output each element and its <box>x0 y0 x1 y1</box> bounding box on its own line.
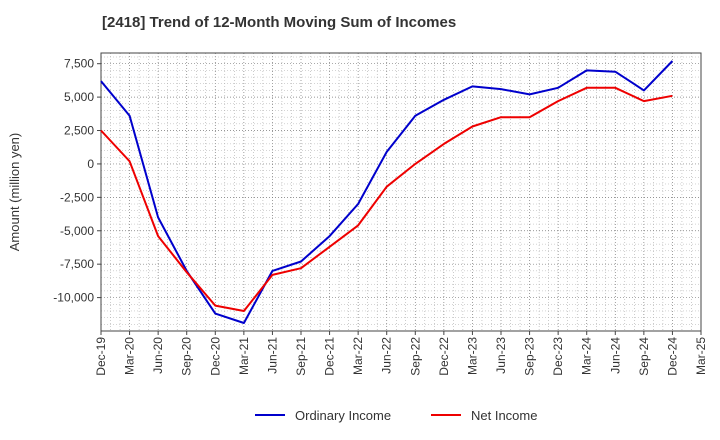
x-tick-label: Mar-22 <box>351 337 365 375</box>
plot-area <box>101 53 701 331</box>
y-tick-label: 2,500 <box>64 124 94 138</box>
x-tick-label: Sep-23 <box>523 337 537 376</box>
plot-frame <box>100 52 702 332</box>
x-tick-label: Jun-20 <box>151 337 165 374</box>
x-tick-label: Dec-21 <box>323 337 337 376</box>
x-tick-label: Sep-22 <box>408 337 422 376</box>
chart-title: [2418] Trend of 12-Month Moving Sum of I… <box>102 14 457 31</box>
y-tick-label: -5,000 <box>60 224 94 238</box>
x-tick-label: Dec-24 <box>665 337 679 376</box>
series-line-net-income <box>100 86 673 312</box>
x-tick-label: Mar-21 <box>237 337 251 375</box>
x-tick-label: Jun-24 <box>608 337 622 374</box>
x-tick-label: Jun-22 <box>380 337 394 374</box>
x-tick-label: Sep-20 <box>180 337 194 376</box>
x-tick-label: Mar-20 <box>123 337 137 375</box>
x-tick-label: Dec-23 <box>551 337 565 376</box>
legend-label-ordinary-income: Ordinary Income <box>295 408 391 423</box>
y-tick-label: 7,500 <box>64 57 94 71</box>
x-tick-label: Sep-21 <box>294 337 308 376</box>
x-tick-label: Mar-25 <box>694 337 708 375</box>
x-tick-label: Dec-22 <box>437 337 451 376</box>
y-tick-label: -2,500 <box>60 190 94 204</box>
y-tick-label: 0 <box>87 157 94 171</box>
x-tick-label: Dec-19 <box>94 337 108 376</box>
y-tick-label: -10,000 <box>53 291 94 305</box>
y-tick-label: -7,500 <box>60 257 94 271</box>
x-tick-label: Sep-24 <box>637 337 651 376</box>
x-tick-label: Mar-24 <box>580 337 594 375</box>
x-tick-label: Dec-20 <box>208 337 222 376</box>
legend-label-net-income: Net Income <box>471 408 537 423</box>
x-tick-label: Jun-21 <box>265 337 279 374</box>
y-tick-label: 5,000 <box>64 90 94 104</box>
x-tick-label: Mar-23 <box>465 337 479 375</box>
series-line-ordinary-income <box>100 60 674 324</box>
x-tick-label: Jun-23 <box>494 337 508 374</box>
y-axis-label: Amount (million yen) <box>7 133 22 252</box>
